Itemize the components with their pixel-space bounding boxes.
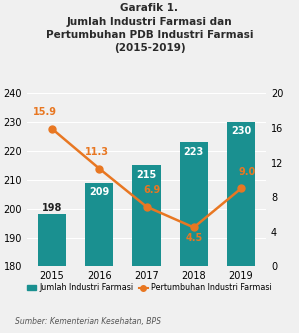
Text: 11.3: 11.3	[85, 147, 109, 157]
Text: 209: 209	[89, 187, 109, 197]
Text: 223: 223	[184, 147, 204, 157]
Text: 6.9: 6.9	[144, 185, 161, 195]
Bar	[85, 183, 113, 333]
Text: 230: 230	[231, 127, 251, 137]
Text: Garafik 1.
Jumlah Industri Farmasi dan
Pertumbuhan PDB Industri Farmasi
(2015-20: Garafik 1. Jumlah Industri Farmasi dan P…	[46, 3, 253, 53]
Bar	[38, 214, 66, 333]
Text: Sumber: Kementerian Kesehatan, BPS: Sumber: Kementerian Kesehatan, BPS	[15, 317, 161, 326]
Text: 198: 198	[42, 203, 62, 213]
Bar	[180, 142, 208, 333]
Text: 4.5: 4.5	[185, 233, 202, 243]
Legend: Jumlah Industri Farmasi, Pertumbuhan Industri Farmasi: Jumlah Industri Farmasi, Pertumbuhan Ind…	[24, 280, 275, 296]
Bar	[132, 166, 161, 333]
Text: 9.0: 9.0	[238, 167, 255, 177]
Text: 215: 215	[136, 170, 157, 180]
Text: 15.9: 15.9	[33, 108, 57, 118]
Bar	[227, 122, 255, 333]
